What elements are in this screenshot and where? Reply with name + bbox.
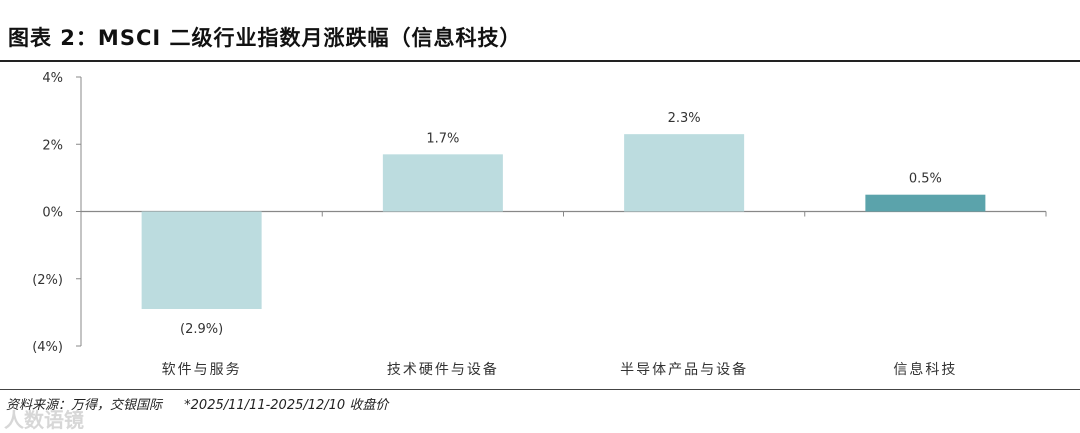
y-tick-label: (2%) bbox=[32, 273, 63, 288]
data-label: 2.3% bbox=[668, 111, 701, 126]
chart-title: 图表 2：MSCI 二级行业指数月涨跌幅（信息科技） bbox=[8, 26, 522, 50]
title-divider bbox=[0, 60, 1080, 62]
bar bbox=[382, 154, 503, 212]
y-tick-label: 4% bbox=[42, 71, 63, 86]
bar bbox=[141, 211, 262, 310]
source-text: 资料来源：万得，交银国际 bbox=[6, 398, 163, 413]
y-tick-label: (4%) bbox=[32, 340, 63, 355]
data-label: 1.7% bbox=[426, 131, 459, 146]
y-tick-label: 2% bbox=[42, 138, 63, 153]
bar-chart: 4% 2% 0% (2%) (4%) (2.9%) 软件与服务 1.7% 技术硬件与设备 2.3%… bbox=[32, 71, 1047, 378]
data-label: (2.9%) bbox=[180, 322, 223, 337]
date-note: *2025/11/11-2025/12/10 收盘价 bbox=[184, 398, 389, 413]
bar bbox=[865, 194, 986, 212]
footer-divider bbox=[0, 389, 1080, 390]
category-label: 信息科技 bbox=[893, 361, 957, 378]
watermark: 人数语镜 bbox=[4, 408, 84, 432]
category-label: 半导体产品与设备 bbox=[620, 361, 748, 378]
category-label: 技术硬件与设备 bbox=[387, 361, 499, 378]
source-note: 资料来源：万得，交银国际 *2025/11/11-2025/12/10 收盘价 bbox=[6, 394, 406, 413]
category-label: 软件与服务 bbox=[162, 362, 242, 378]
data-label: 0.5% bbox=[909, 172, 942, 187]
y-tick-label: 0% bbox=[42, 206, 63, 221]
bar bbox=[624, 134, 745, 212]
